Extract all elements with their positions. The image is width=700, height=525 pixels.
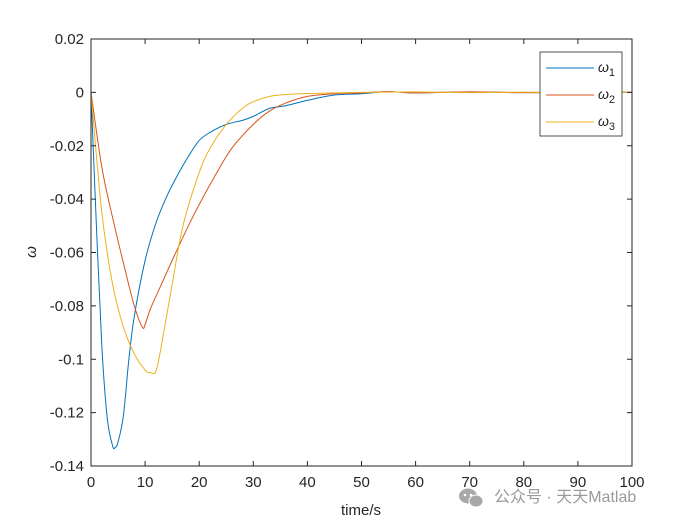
legend-subscript: 2	[609, 94, 615, 106]
x-tick-label: 30	[245, 474, 262, 491]
y-axis-label: ω	[23, 246, 40, 258]
watermark-text: 公众号 · 天天Matlab	[494, 488, 636, 506]
wechat-icon	[459, 488, 484, 508]
legend-symbol: ω	[598, 86, 609, 102]
series-layer	[90, 91, 633, 450]
legend-label-omega-3: ω3	[598, 113, 615, 133]
y-tick-label: 0	[76, 84, 84, 101]
y-tick-label: -0.12	[50, 405, 84, 422]
legend-subscript: 1	[609, 67, 615, 79]
y-axis-ticks: 0.02 0 -0.02 -0.04 -0.06 -0.08 -0.1 -0.12 -0.14	[50, 31, 632, 475]
series-line-omega-3	[90, 91, 633, 375]
y-tick-label: -0.14	[50, 458, 84, 475]
y-tick-label: -0.08	[50, 298, 84, 315]
legend-label-omega-1: ω1	[598, 59, 615, 79]
y-tick-label: -0.1	[58, 351, 84, 368]
x-tick-label: 20	[191, 474, 208, 491]
x-tick-label: 0	[87, 474, 95, 491]
x-axis-ticks: 0 10 20 30 40 50 60 70 80 90 100	[87, 39, 645, 491]
watermark: 公众号 · 天天Matlab	[459, 488, 636, 508]
x-tick-label: 10	[137, 474, 154, 491]
x-tick-label: 80	[515, 474, 532, 491]
y-tick-label: -0.06	[50, 245, 84, 262]
y-tick-label: 0.02	[55, 31, 84, 48]
y-tick-label: -0.04	[50, 191, 84, 208]
legend-symbol: ω	[598, 59, 609, 75]
x-tick-label: 90	[570, 474, 587, 491]
legend-symbol: ω	[598, 113, 609, 129]
x-tick-label: 50	[353, 474, 370, 491]
x-tick-label: 60	[407, 474, 424, 491]
series-line-omega-2	[90, 91, 633, 330]
x-tick-label: 70	[461, 474, 478, 491]
legend-label-omega-2: ω2	[598, 86, 615, 106]
y-tick-label: -0.02	[50, 138, 84, 155]
legend-subscript: 3	[609, 121, 615, 133]
x-axis-label: time/s	[341, 502, 381, 519]
x-tick-label: 40	[299, 474, 316, 491]
x-tick-label: 100	[619, 474, 644, 491]
